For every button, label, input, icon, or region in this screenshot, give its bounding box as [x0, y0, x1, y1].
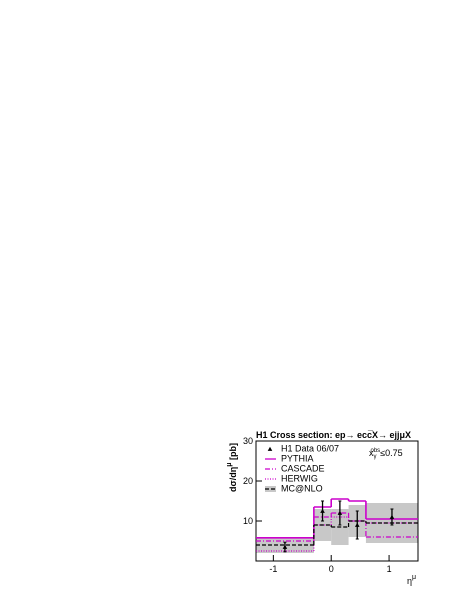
- y-tick-label: 10: [243, 516, 253, 526]
- legend-label: H1 Data 06/07: [281, 444, 339, 454]
- y-axis-label: dσ/dημ [pb]: [226, 443, 238, 492]
- data-point: [354, 522, 360, 527]
- annotation-base: x: [369, 448, 374, 458]
- legend-label: CASCADE: [281, 464, 325, 474]
- plot-frame: [255, 440, 419, 562]
- annotation: xγobs≤0.75: [369, 448, 403, 460]
- x-label-sup: μ: [412, 574, 416, 581]
- y-label-sup: μ: [226, 463, 233, 467]
- annotation-rest: ≤0.75: [380, 448, 402, 458]
- legend-label: HERWIG: [281, 474, 318, 484]
- y-tick-label: 20: [243, 476, 253, 486]
- y-tick-label: 30: [243, 436, 253, 446]
- x-label-base: η: [407, 576, 412, 586]
- y-label-rest: [pb]: [228, 443, 238, 463]
- legend-band: [265, 486, 276, 492]
- chart-title: H1 Cross section: ep→ ecc̅X→ ejjμX: [256, 430, 411, 440]
- legend-label: PYTHIA: [281, 454, 314, 464]
- legend-label: MC@NLO: [281, 484, 323, 494]
- x-axis-label: ημ: [407, 574, 416, 586]
- annotation-sub: γ: [374, 454, 377, 460]
- x-tick-label: 0: [329, 564, 334, 574]
- x-tick-label: 1: [387, 564, 392, 574]
- x-tick-label: -1: [269, 564, 277, 574]
- data-point: [320, 508, 325, 513]
- annotation-sup: obs: [371, 448, 381, 454]
- data-point: [282, 544, 288, 549]
- y-label-base: dσ/dη: [228, 467, 238, 492]
- data-point: [337, 510, 343, 515]
- data-point: [389, 514, 395, 519]
- legend-marker: [267, 446, 273, 451]
